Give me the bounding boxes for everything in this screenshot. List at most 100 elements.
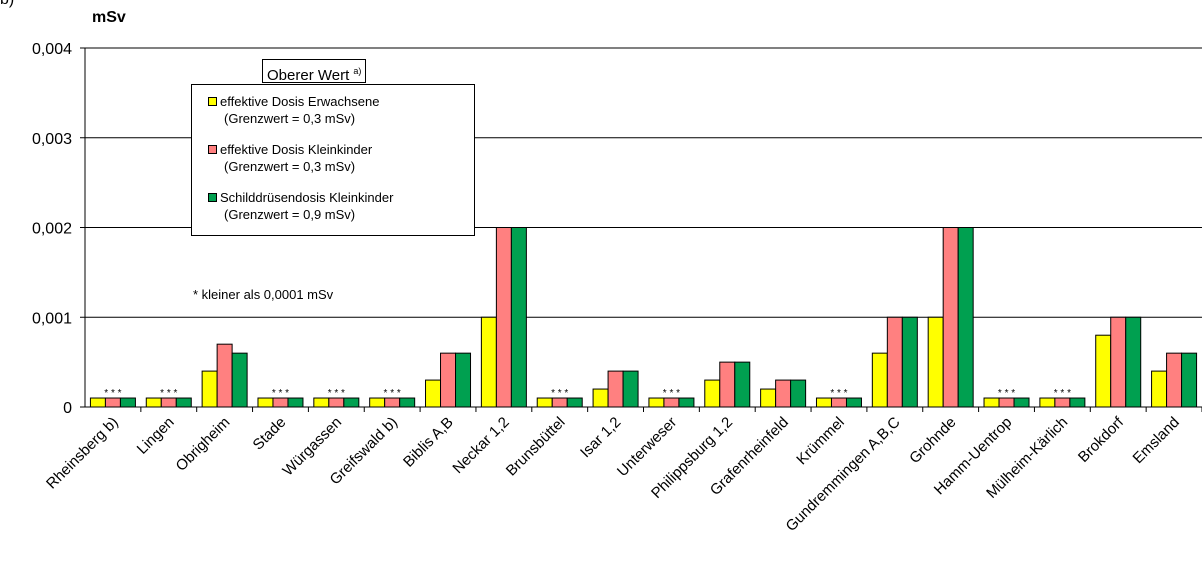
bar-children (830, 397, 847, 408)
bar-children (551, 397, 568, 408)
legend-note: (Grenzwert = 0,9 mSv) (224, 207, 356, 222)
bar-children (886, 316, 903, 408)
y-tick-label: 0,003 (32, 131, 72, 148)
bar-thyroid (678, 397, 695, 408)
bar-thyroid (1181, 352, 1198, 408)
below-threshold-marker: * * * (104, 388, 121, 399)
legend-note: (Grenzwert = 0,3 mSv) (224, 111, 356, 126)
bar-adults (536, 397, 553, 408)
bar-thyroid (1013, 397, 1030, 408)
bar-adults (1151, 370, 1168, 408)
legend-note: (Grenzwert = 0,3 mSv) (224, 159, 356, 174)
x-tick-label: Obrigheim (172, 414, 233, 475)
legend-swatch-green (208, 193, 217, 202)
bar-thyroid (845, 397, 862, 408)
x-tick-label: Biblis A,B (400, 414, 457, 471)
bar-children (942, 227, 959, 408)
bar-thyroid (343, 397, 360, 408)
bar-children (216, 343, 233, 408)
legend-item-adults: effektive Dosis Erwachsene (Grenzwert = … (208, 93, 380, 127)
bar-thyroid (901, 316, 918, 408)
below-threshold-marker: * * * (663, 388, 680, 399)
footnote-below-threshold: * kleiner als 0,0001 mSv (193, 287, 334, 302)
bar-adults (257, 397, 274, 408)
bar-children (384, 397, 401, 408)
bar-adults (927, 316, 944, 408)
legend: effektive Dosis Erwachsene (Grenzwert = … (191, 84, 475, 236)
bar-thyroid (957, 227, 974, 408)
below-threshold-marker: * * * (272, 388, 289, 399)
below-threshold-marker: * * * (830, 388, 847, 399)
bar-adults (592, 388, 609, 408)
bar-thyroid (1125, 316, 1142, 408)
x-tick-label: Emsland (1130, 414, 1183, 467)
bar-children (440, 352, 457, 408)
below-threshold-marker: * * * (384, 388, 401, 399)
legend-swatch-red (208, 145, 217, 154)
bar-adults (648, 397, 665, 408)
bar-children (775, 379, 792, 408)
bar-adults (704, 379, 721, 408)
x-tick-label: Stade (250, 414, 290, 454)
bar-adults (1095, 334, 1112, 408)
x-tick-label: Grohnde (906, 414, 959, 467)
legend-item-children: effektive Dosis Kleinkinder (Grenzwert =… (208, 141, 373, 175)
bar-adults (871, 352, 888, 408)
below-threshold-marker: * * * (551, 388, 568, 399)
bar-adults (480, 316, 497, 408)
bar-adults (425, 379, 442, 408)
bar-adults (313, 397, 330, 408)
bar-thyroid (734, 361, 751, 408)
bar-thyroid (175, 397, 192, 408)
bar-children (719, 361, 736, 408)
y-tick-label: 0,002 (32, 221, 72, 238)
bar-thyroid (287, 397, 304, 408)
truncated-label: b) (0, 0, 14, 9)
bar-children (607, 370, 624, 408)
below-threshold-marker: * * * (160, 388, 177, 399)
y-tick-label: 0,004 (32, 41, 72, 58)
x-tick-label: Isar 1,2 (577, 414, 624, 461)
legend-label: effektive Dosis Erwachsene (220, 94, 380, 109)
bar-adults (89, 397, 106, 408)
bar-children (1054, 397, 1071, 408)
bar-adults (983, 397, 1000, 408)
x-tick-label: Lingen (134, 414, 178, 458)
bar-children (495, 227, 512, 408)
bar-thyroid (622, 370, 639, 408)
legend-label: effektive Dosis Kleinkinder (220, 142, 373, 157)
y-axis-unit: mSv (92, 9, 126, 26)
legend-title-footnote: a) (353, 66, 362, 76)
x-tick-label: Brokdorf (1075, 413, 1128, 466)
bar-thyroid (790, 379, 807, 408)
bar-children (104, 397, 121, 408)
bar-thyroid (1069, 397, 1086, 408)
below-threshold-marker: * * * (998, 388, 1015, 399)
bar-children (1166, 352, 1183, 408)
bar-adults (1039, 397, 1056, 408)
legend-item-thyroid: Schilddrüsendosis Kleinkinder (Grenzwert… (208, 189, 394, 223)
y-tick-label: 0,001 (32, 310, 72, 327)
y-tick-label: 0 (63, 400, 72, 417)
bar-children (160, 397, 177, 408)
bar-adults (201, 370, 218, 408)
x-tick-label: Krümmel (793, 414, 847, 468)
bar-children (328, 397, 345, 408)
bar-adults (369, 397, 386, 408)
below-threshold-marker: * * * (328, 388, 345, 399)
bar-adults (145, 397, 162, 408)
legend-label: Schilddrüsendosis Kleinkinder (220, 190, 394, 205)
bar-children (272, 397, 289, 408)
legend-title: Oberer Wert a) (262, 59, 367, 84)
bar-thyroid (566, 397, 583, 408)
bar-thyroid (231, 352, 248, 408)
bar-children (1110, 316, 1127, 408)
bar-thyroid (510, 227, 527, 408)
bar-thyroid (399, 397, 416, 408)
bar-adults (815, 397, 832, 408)
bar-children (663, 397, 680, 408)
x-tick-label: Brunsbüttel (503, 414, 569, 480)
below-threshold-marker: * * * (1054, 388, 1071, 399)
bar-children (998, 397, 1015, 408)
